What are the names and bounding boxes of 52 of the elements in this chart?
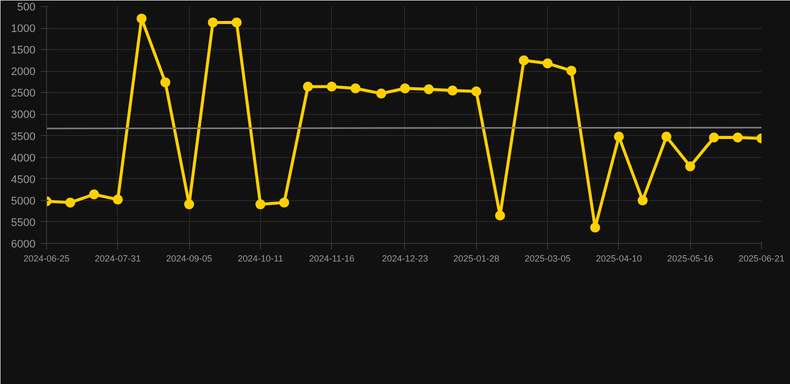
point: [208, 17, 218, 28]
y-tick-label: 1500: [11, 44, 36, 57]
point: [400, 83, 410, 94]
point: [302, 82, 313, 92]
y-tick-label: 4000: [11, 152, 36, 164]
y-tick-label: 6000: [11, 238, 36, 250]
point: [184, 199, 194, 210]
y-tick-label: 3500: [11, 130, 36, 143]
point: [661, 132, 672, 142]
point: [732, 132, 743, 142]
y-tick-label: 1000: [11, 23, 36, 36]
point: [160, 77, 170, 88]
point: [112, 194, 123, 205]
point: [638, 195, 648, 206]
point: [708, 132, 719, 142]
y-tick-label: 3000: [11, 109, 36, 122]
point: [232, 17, 242, 28]
y-tick-label: 2500: [11, 88, 36, 100]
x-tick-label: 2024-06-25: [23, 254, 70, 264]
x-tick-label: 2025-06-21: [738, 254, 785, 264]
point: [685, 161, 696, 172]
y-tick-label: 2000: [11, 66, 36, 78]
x-tick-label: 2024-11-16: [309, 254, 354, 264]
x-tick-label: 2025-01-28: [453, 254, 500, 264]
point: [279, 198, 290, 208]
point: [590, 222, 600, 233]
x-tick-label: 2024-12-23: [382, 254, 428, 264]
point: [376, 88, 386, 99]
point: [65, 198, 76, 208]
y-tick-label: 500: [17, 2, 36, 14]
point: [495, 210, 506, 220]
point: [566, 66, 576, 76]
point: [136, 14, 147, 24]
x-tick-label: 2024-10-11: [238, 254, 284, 264]
point: [542, 58, 553, 68]
y-tick-label: 5500: [11, 216, 36, 229]
point: [89, 189, 100, 200]
x-tick-label: 2025-04-10: [596, 254, 642, 264]
x-tick-label: 2025-05-16: [667, 254, 714, 264]
point: [255, 199, 266, 210]
y-tick-label: 5000: [11, 195, 36, 208]
point: [424, 84, 434, 94]
point: [518, 55, 529, 66]
y-tick-label: 4500: [11, 174, 36, 186]
x-tick-label: 2024-07-31: [94, 254, 141, 264]
point: [614, 132, 624, 142]
point: [350, 83, 360, 94]
point: [471, 86, 482, 96]
point: [448, 86, 458, 96]
x-tick-label: 2024-09-05: [166, 254, 212, 264]
x-tick-label: 2025-03-05: [524, 254, 571, 264]
point: [326, 82, 337, 92]
